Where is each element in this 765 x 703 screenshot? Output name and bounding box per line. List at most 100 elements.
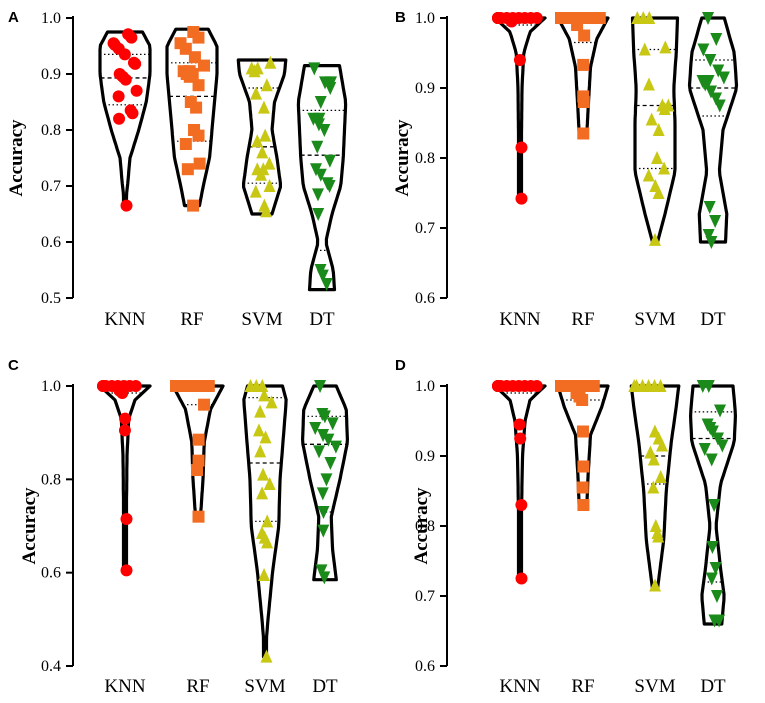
data-point bbox=[316, 487, 329, 501]
data-point bbox=[710, 590, 723, 603]
data-point bbox=[652, 186, 665, 199]
y-axis-label: Accuracy bbox=[6, 119, 27, 197]
y-tick-label: 0.7 bbox=[415, 588, 435, 605]
data-point bbox=[311, 140, 324, 154]
data-point bbox=[192, 129, 205, 142]
data-point bbox=[654, 470, 667, 483]
violin-knn bbox=[98, 30, 152, 208]
y-tick-label: 0.6 bbox=[41, 234, 61, 251]
data-point bbox=[314, 168, 327, 182]
y-tick-label: 0.8 bbox=[41, 471, 61, 488]
x-category-label: RF bbox=[180, 309, 203, 330]
data-point bbox=[254, 444, 267, 458]
y-axis-label: Accuracy bbox=[19, 487, 40, 565]
x-category-label: SVM bbox=[241, 309, 282, 330]
y-tick-label: 0.7 bbox=[415, 220, 435, 237]
data-point bbox=[257, 467, 270, 481]
data-point bbox=[116, 387, 129, 399]
data-point bbox=[638, 42, 651, 56]
data-point bbox=[130, 84, 143, 97]
x-category-label: KNN bbox=[104, 309, 145, 330]
x-category-label: DT bbox=[309, 309, 335, 330]
data-point bbox=[706, 425, 719, 439]
data-point bbox=[577, 58, 590, 71]
data-point bbox=[320, 473, 333, 487]
data-point bbox=[513, 54, 526, 66]
data-point bbox=[705, 85, 718, 99]
panel-letter: C bbox=[8, 357, 19, 374]
data-point bbox=[179, 138, 192, 150]
data-point bbox=[129, 380, 142, 392]
data-point bbox=[260, 649, 273, 663]
data-point bbox=[322, 433, 335, 447]
data-point bbox=[709, 215, 722, 228]
data-point bbox=[318, 410, 331, 424]
data-point bbox=[706, 541, 719, 554]
y-tick-label: 0.9 bbox=[415, 448, 435, 465]
data-point bbox=[648, 232, 661, 246]
data-point bbox=[261, 535, 274, 549]
data-point bbox=[713, 99, 726, 113]
data-point bbox=[316, 269, 329, 283]
x-category-label: RF bbox=[571, 676, 594, 697]
data-point bbox=[658, 102, 671, 115]
data-point bbox=[577, 499, 590, 511]
data-point bbox=[181, 163, 194, 176]
data-point bbox=[642, 168, 655, 182]
data-point bbox=[258, 568, 271, 581]
violin-dt bbox=[687, 16, 739, 244]
data-point bbox=[710, 92, 723, 106]
data-point bbox=[119, 73, 132, 86]
y-tick-label: 0.6 bbox=[415, 290, 435, 307]
data-point bbox=[119, 412, 132, 425]
data-point bbox=[120, 199, 133, 212]
y-tick-label: 0.8 bbox=[41, 122, 61, 139]
data-point bbox=[317, 524, 330, 538]
y-tick-label: 1.0 bbox=[415, 10, 435, 27]
data-point bbox=[530, 12, 543, 24]
data-point bbox=[705, 236, 718, 249]
data-point bbox=[711, 432, 724, 446]
data-point bbox=[659, 40, 672, 54]
panel-letter: A bbox=[8, 9, 19, 26]
data-point bbox=[658, 161, 671, 175]
data-point bbox=[702, 380, 715, 393]
data-point bbox=[259, 430, 272, 444]
data-point bbox=[317, 429, 330, 442]
x-category-label: RF bbox=[571, 309, 594, 330]
data-point bbox=[699, 78, 712, 92]
data-point bbox=[324, 82, 337, 95]
data-point bbox=[649, 519, 662, 532]
data-point bbox=[187, 199, 200, 212]
data-point bbox=[651, 151, 664, 164]
data-point bbox=[647, 480, 660, 494]
data-point bbox=[513, 418, 526, 431]
data-point bbox=[188, 51, 201, 64]
data-point bbox=[576, 481, 589, 494]
x-category-label: SVM bbox=[244, 676, 285, 697]
data-point bbox=[576, 425, 589, 438]
data-point bbox=[312, 208, 325, 221]
data-point bbox=[257, 100, 270, 114]
data-point bbox=[251, 134, 264, 148]
data-point bbox=[317, 506, 330, 519]
data-point bbox=[250, 86, 263, 100]
data-point bbox=[244, 379, 257, 392]
data-point bbox=[530, 380, 543, 392]
x-category-label: RF bbox=[186, 676, 209, 697]
data-point bbox=[710, 33, 723, 46]
data-point bbox=[578, 29, 591, 42]
violin-knn bbox=[493, 16, 547, 202]
data-point bbox=[652, 529, 665, 543]
y-tick-label: 0.4 bbox=[41, 658, 61, 675]
data-point bbox=[714, 404, 727, 418]
data-point bbox=[505, 15, 518, 28]
data-point bbox=[702, 229, 715, 242]
data-point bbox=[645, 112, 658, 126]
panel-C: C Accuracy 0.4 0.6 0.8 1.0 KNN RF SVM DT bbox=[8, 357, 349, 697]
data-point bbox=[514, 432, 527, 445]
data-point bbox=[248, 64, 261, 78]
data-point bbox=[628, 379, 641, 392]
data-point bbox=[249, 184, 262, 198]
panel-B: B Accuracy 0.6 0.7 0.8 0.9 1.0 KNN RF SVM DT bbox=[392, 9, 739, 330]
